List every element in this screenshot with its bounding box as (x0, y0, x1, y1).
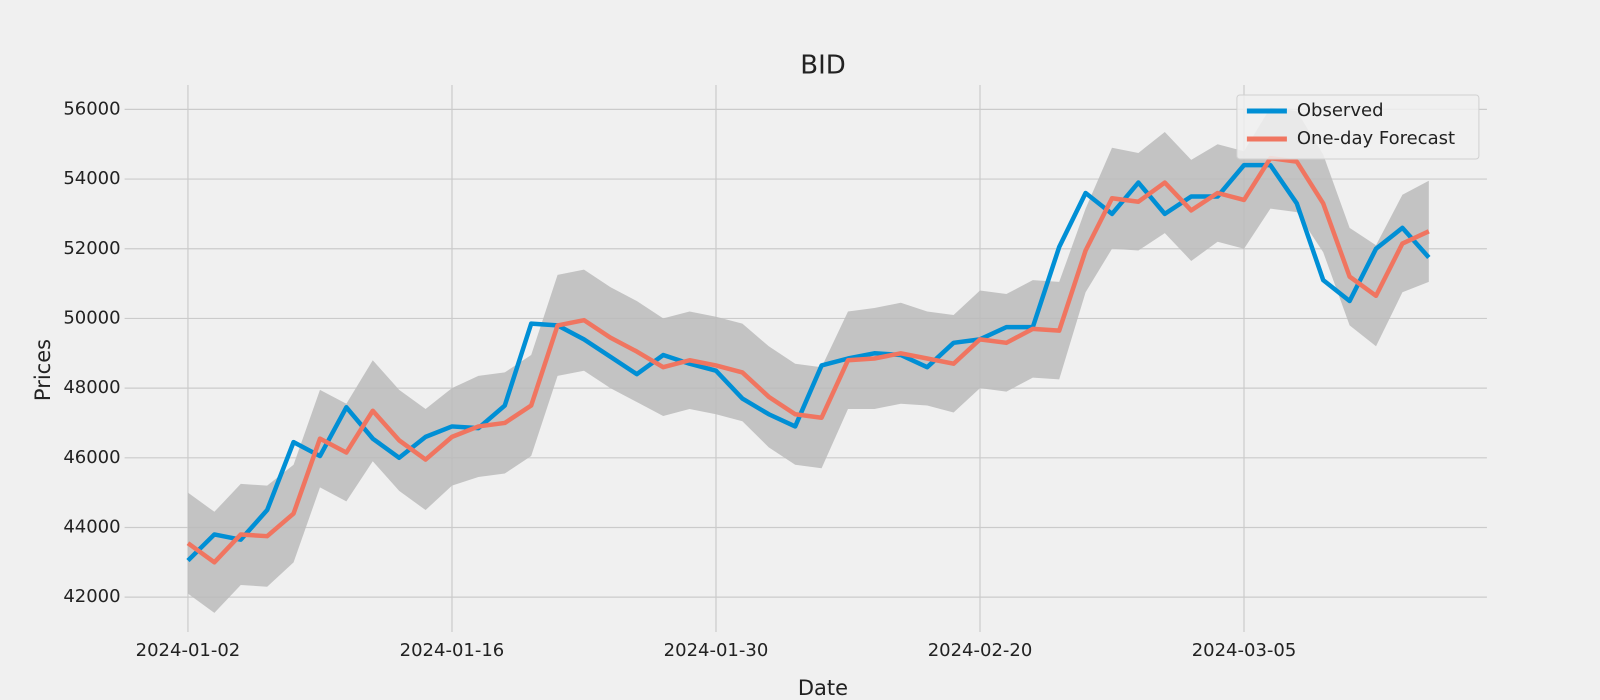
y-tick-label: 46000 (63, 447, 120, 468)
y-tick-label: 50000 (63, 307, 120, 328)
chart-title: BID (800, 51, 846, 81)
series-line (186, 162, 1431, 563)
y-axis-label: Prices (31, 339, 55, 401)
interval-band (187, 107, 1429, 613)
x-tick-label: 2024-02-20 (928, 640, 1033, 661)
legend-label: Observed (1297, 100, 1384, 121)
legend-box (1236, 94, 1480, 160)
y-tick-label: 52000 (63, 238, 120, 259)
series-line (186, 155, 1430, 565)
y-tick-label: 44000 (63, 516, 120, 537)
y-tick-label: 48000 (63, 377, 120, 398)
y-tick-label: 54000 (63, 168, 120, 189)
legend-label: One-day Forecast (1297, 128, 1455, 149)
x-tick-label: 2024-01-16 (400, 640, 505, 661)
x-tick-label: 2024-01-30 (664, 640, 769, 661)
lines (186, 155, 1431, 565)
confidence-band (187, 107, 1429, 613)
x-tick-label: 2024-01-02 (136, 640, 241, 661)
y-tick-label: 42000 (63, 586, 120, 607)
y-tick-label: 56000 (63, 98, 120, 119)
legend: Observed One-day Forecast (1236, 94, 1480, 160)
x-tick-label: 2024-03-05 (1192, 640, 1297, 661)
x-axis-label: Date (798, 676, 848, 700)
